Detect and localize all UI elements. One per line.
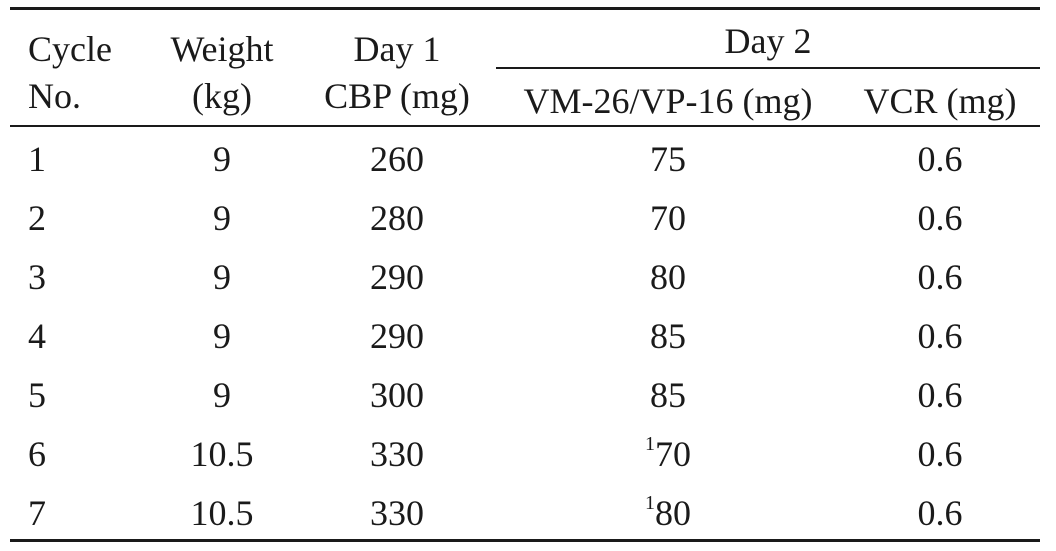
cell-weight: 9 (213, 257, 231, 297)
cell-weight: 10.5 (190, 493, 254, 533)
cell-weight: 10.5 (190, 434, 254, 474)
cell-weight: 9 (213, 139, 231, 179)
top-rule (10, 7, 1040, 10)
header-cycle-line2: No. (28, 76, 81, 116)
cell-cbp: 300 (370, 375, 424, 415)
cell-cbp: 290 (370, 257, 424, 297)
cell-vm26-value: 70 (655, 434, 691, 474)
cell-vcr: 0.6 (917, 375, 963, 415)
cell-cycle: 1 (28, 139, 46, 179)
cell-vcr: 0.6 (917, 198, 963, 238)
cell-vm26-value: 80 (650, 257, 686, 297)
cell-cycle: 7 (28, 493, 46, 533)
header-day1-line1: Day 1 (353, 29, 441, 69)
cell-cbp: 260 (370, 139, 424, 179)
cell-cycle: 5 (28, 375, 46, 415)
cell-vcr: 0.6 (917, 493, 963, 533)
cell-cbp: 330 (370, 493, 424, 533)
table-row: 3 9 290 80 0.6 (0, 259, 1056, 299)
cell-vm26-value: 85 (650, 375, 686, 415)
cell-vcr: 0.6 (917, 139, 963, 179)
cell-cycle: 3 (28, 257, 46, 297)
cell-weight: 9 (213, 198, 231, 238)
cell-cycle: 6 (28, 434, 46, 474)
table-row: 1 9 260 75 0.6 (0, 141, 1056, 181)
header-day2-group: Day 2 (724, 21, 812, 61)
cell-cycle: 2 (28, 198, 46, 238)
cell-vcr: 0.6 (917, 257, 963, 297)
cell-vm26-value: 70 (650, 198, 686, 238)
footnote-marker: 1 (645, 492, 655, 514)
cell-vm26: 180 (645, 492, 691, 533)
cell-vm26: 80 (650, 259, 686, 295)
table-row: 7 10.5 330 180 0.6 (0, 492, 1056, 535)
cell-vm26: 70 (650, 200, 686, 236)
table-row: 5 9 300 85 0.6 (0, 377, 1056, 417)
cell-vm26-value: 85 (650, 316, 686, 356)
table-row: 4 9 290 85 0.6 (0, 318, 1056, 358)
cell-vcr: 0.6 (917, 316, 963, 356)
table-row: 2 9 280 70 0.6 (0, 200, 1056, 240)
cell-weight: 9 (213, 316, 231, 356)
header-bottom-rule (10, 125, 1040, 127)
cell-cbp: 280 (370, 198, 424, 238)
day2-span-rule (496, 67, 1040, 69)
cell-vm26-value: 80 (655, 493, 691, 533)
cell-vm26: 85 (650, 377, 686, 413)
cell-vm26: 75 (650, 141, 686, 177)
cell-cbp: 290 (370, 316, 424, 356)
cell-vm26: 170 (645, 433, 691, 474)
cell-vcr: 0.6 (917, 434, 963, 474)
cell-cbp: 330 (370, 434, 424, 474)
header-day1-line2: CBP (mg) (324, 76, 470, 116)
header-vm26: VM-26/VP-16 (mg) (523, 81, 813, 121)
bottom-rule (10, 539, 1040, 542)
footnote-marker: 1 (645, 433, 655, 455)
header-vcr: VCR (mg) (863, 81, 1017, 121)
header-weight-line1: Weight (170, 29, 274, 69)
cell-vm26: 85 (650, 318, 686, 354)
table-row: 6 10.5 330 170 0.6 (0, 433, 1056, 476)
cell-weight: 9 (213, 375, 231, 415)
cell-cycle: 4 (28, 316, 46, 356)
header-cycle-line1: Cycle (28, 29, 112, 69)
cell-vm26-value: 75 (650, 139, 686, 179)
header-weight-line2: (kg) (192, 76, 252, 116)
